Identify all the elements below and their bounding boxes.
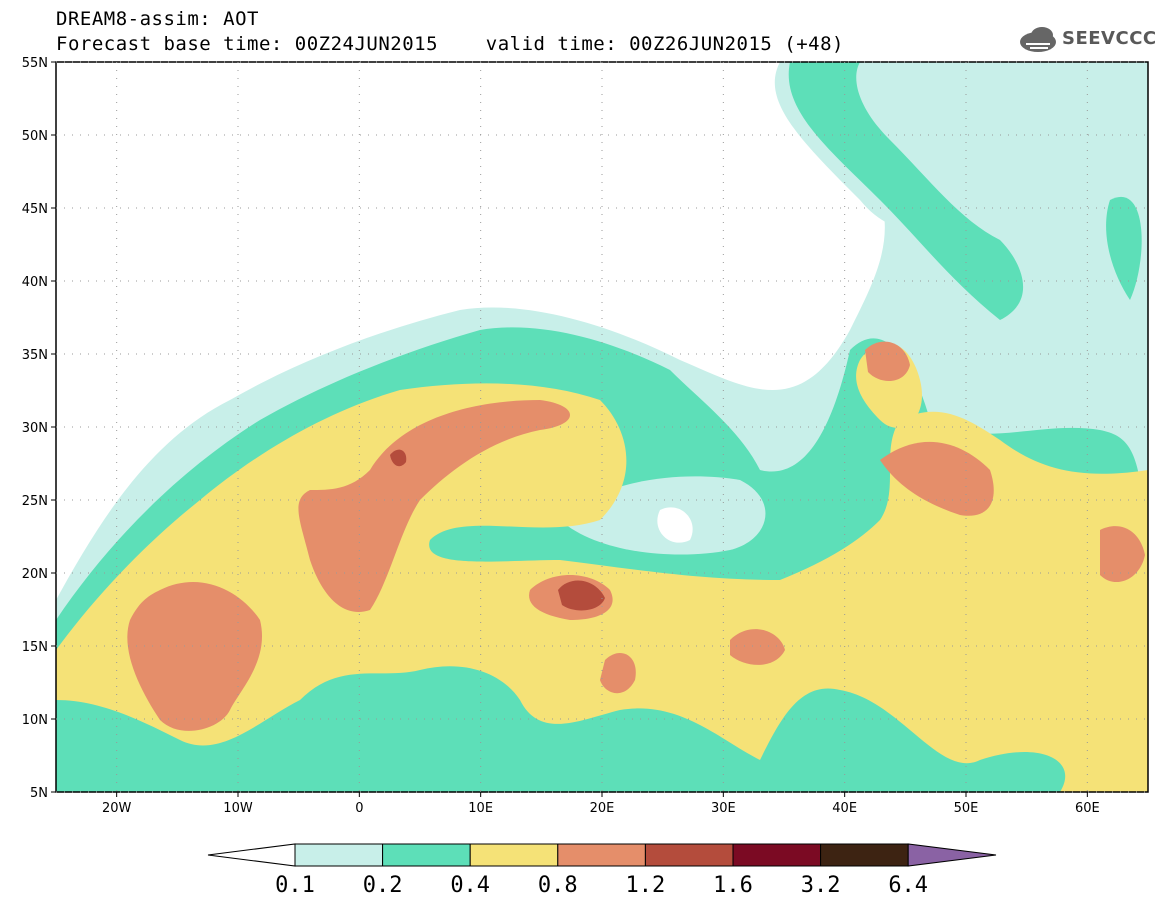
lat-tick-label: 50N (22, 129, 48, 144)
colorbar-right-arrow (907, 843, 997, 867)
colorbar-label: 0.8 (538, 873, 578, 898)
lat-tick-label: 35N (22, 348, 48, 363)
colorbar-labels: 0.1 0.2 0.4 0.8 1.2 1.6 3.2 6.4 (275, 873, 928, 898)
colorbar-segment (294, 843, 384, 867)
colorbar-segment (820, 843, 909, 867)
longitude-labels: 20W 10W 0 10E 20E 30E 40E 50E 60E (102, 801, 1100, 816)
map-title: DREAM8-assim: AOT (56, 8, 259, 30)
aot-contours (56, 62, 1148, 792)
lon-tick-label: 10W (223, 801, 253, 816)
lat-tick-label: 25N (22, 494, 48, 509)
lon-tick-label: 20E (590, 801, 615, 816)
colorbar-label: 6.4 (888, 873, 928, 898)
colorbar-label: 1.6 (713, 873, 753, 898)
lat-tick-label: 15N (22, 640, 48, 655)
colorbar-label: 3.2 (801, 873, 841, 898)
lon-tick-label: 20W (102, 801, 132, 816)
lat-tick-label: 10N (22, 713, 48, 728)
forecast-time-info: Forecast base time: 00Z24JUN2015 valid t… (56, 33, 844, 55)
colorbar-segment (469, 843, 559, 867)
colorbar-label: 0.1 (275, 873, 315, 898)
logo-text: SEEVCCC (1062, 28, 1157, 49)
lat-tick-label: 40N (22, 275, 48, 290)
lat-tick-label: 55N (22, 56, 48, 71)
colorbar-left-arrow (207, 843, 296, 867)
lon-tick-label: 10E (468, 801, 493, 816)
graticule (51, 61, 1148, 797)
lon-tick-label: 50E (954, 801, 979, 816)
colorbar-label: 0.4 (450, 873, 490, 898)
colorbar-label: 0.2 (363, 873, 403, 898)
colorbar-segment (644, 843, 734, 867)
lon-tick-label: 40E (832, 801, 857, 816)
seevccc-logo (1020, 27, 1056, 52)
lon-tick-label: 0 (355, 801, 363, 816)
lon-tick-label: 60E (1075, 801, 1100, 816)
latitude-labels: 55N 50N 45N 40N 35N 30N 25N 20N 15N 10N 5N (22, 56, 48, 801)
cloud-icon (1020, 27, 1056, 52)
lat-tick-label: 30N (22, 421, 48, 436)
lon-tick-label: 30E (711, 801, 736, 816)
lat-tick-label: 45N (22, 202, 48, 217)
colorbar-segment (732, 843, 822, 867)
colorbar-label: 1.2 (626, 873, 666, 898)
lat-tick-label: 5N (30, 786, 48, 801)
colorbar (207, 843, 997, 867)
lat-tick-label: 20N (22, 567, 48, 582)
colorbar-segment (382, 843, 471, 867)
colorbar-segment (557, 843, 646, 867)
